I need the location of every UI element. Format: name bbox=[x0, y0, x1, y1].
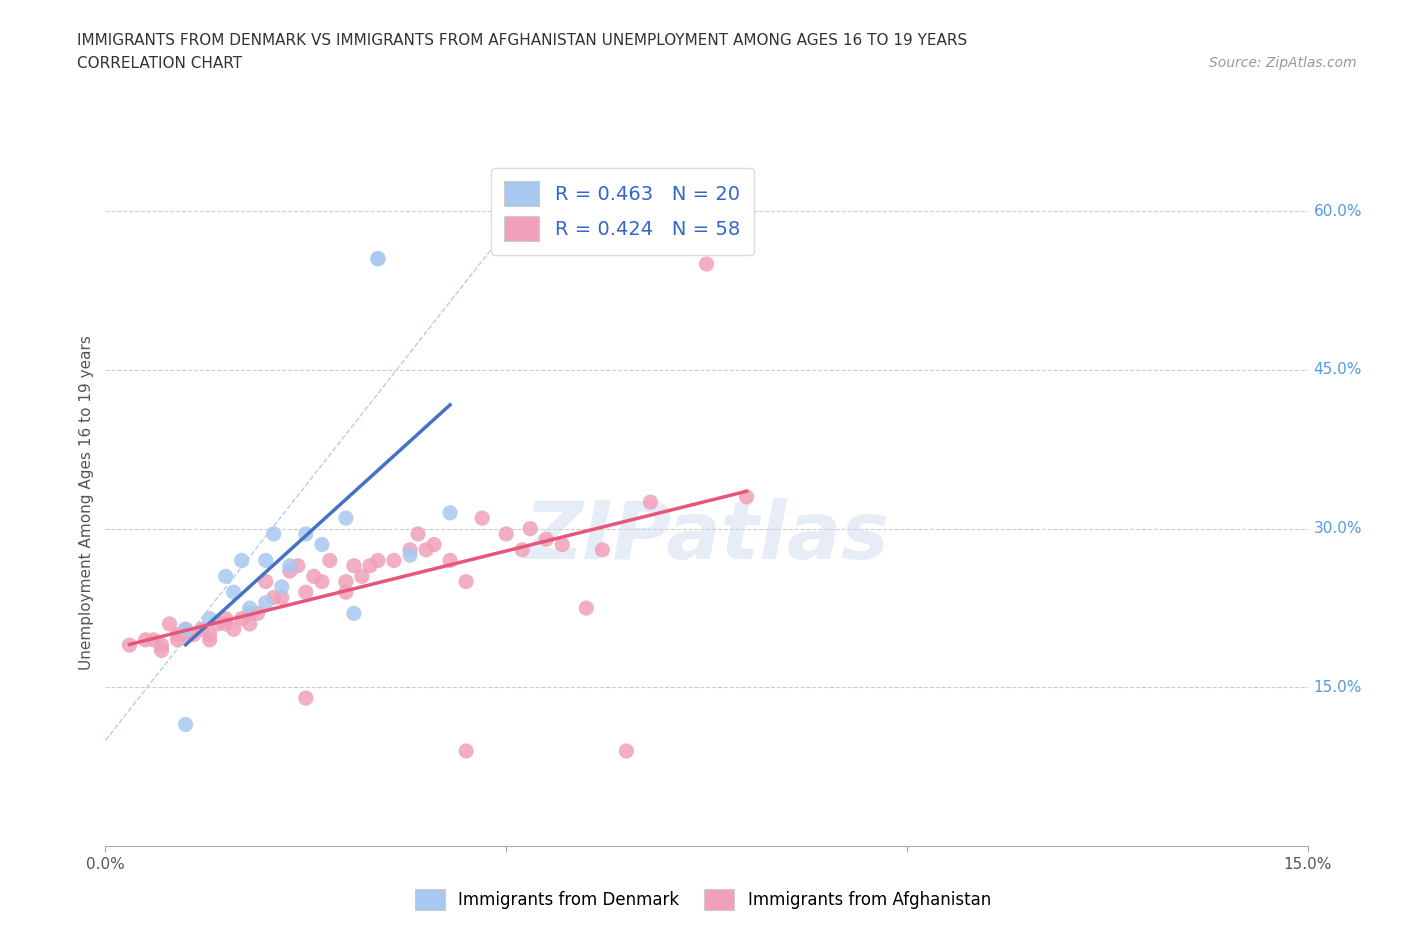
Point bbox=[254, 553, 277, 568]
Point bbox=[246, 606, 269, 621]
Point bbox=[319, 553, 342, 568]
Point bbox=[287, 558, 309, 573]
Point bbox=[159, 617, 181, 631]
Point bbox=[239, 601, 262, 616]
Text: 45.0%: 45.0% bbox=[1313, 363, 1362, 378]
Point bbox=[150, 638, 173, 653]
Point bbox=[231, 553, 253, 568]
Point bbox=[183, 627, 205, 642]
Point bbox=[454, 574, 477, 589]
Point bbox=[335, 574, 357, 589]
Point bbox=[263, 526, 285, 541]
Point bbox=[367, 251, 389, 266]
Point bbox=[295, 526, 318, 541]
Point bbox=[415, 542, 437, 557]
Y-axis label: Unemployment Among Ages 16 to 19 years: Unemployment Among Ages 16 to 19 years bbox=[79, 335, 94, 670]
Point bbox=[166, 627, 188, 642]
Point bbox=[222, 585, 245, 600]
Legend: Immigrants from Denmark, Immigrants from Afghanistan: Immigrants from Denmark, Immigrants from… bbox=[408, 883, 998, 917]
Point bbox=[278, 558, 301, 573]
Point bbox=[214, 617, 236, 631]
Point bbox=[311, 574, 333, 589]
Point bbox=[495, 526, 517, 541]
Point bbox=[335, 585, 357, 600]
Point bbox=[510, 542, 533, 557]
Point bbox=[591, 542, 613, 557]
Point bbox=[735, 489, 758, 504]
Point bbox=[278, 564, 301, 578]
Point bbox=[439, 505, 461, 520]
Text: IMMIGRANTS FROM DENMARK VS IMMIGRANTS FROM AFGHANISTAN UNEMPLOYMENT AMONG AGES 1: IMMIGRANTS FROM DENMARK VS IMMIGRANTS FR… bbox=[77, 33, 967, 47]
Point bbox=[551, 538, 574, 552]
Point bbox=[311, 538, 333, 552]
Point bbox=[214, 569, 236, 584]
Point bbox=[166, 632, 188, 647]
Point bbox=[350, 569, 373, 584]
Point bbox=[359, 558, 381, 573]
Point bbox=[174, 627, 197, 642]
Point bbox=[367, 251, 389, 266]
Point bbox=[616, 744, 638, 759]
Text: 30.0%: 30.0% bbox=[1313, 521, 1362, 537]
Point bbox=[142, 632, 165, 647]
Point bbox=[222, 622, 245, 637]
Point bbox=[198, 611, 221, 626]
Point bbox=[254, 574, 277, 589]
Point bbox=[118, 638, 141, 653]
Text: 15.0%: 15.0% bbox=[1313, 680, 1362, 695]
Text: CORRELATION CHART: CORRELATION CHART bbox=[77, 56, 242, 71]
Text: Source: ZipAtlas.com: Source: ZipAtlas.com bbox=[1209, 56, 1357, 70]
Point bbox=[640, 495, 662, 510]
Point bbox=[295, 585, 318, 600]
Point bbox=[335, 511, 357, 525]
Point bbox=[454, 744, 477, 759]
Point bbox=[302, 569, 325, 584]
Point bbox=[439, 553, 461, 568]
Point bbox=[198, 632, 221, 647]
Point bbox=[254, 595, 277, 610]
Point bbox=[471, 511, 494, 525]
Point bbox=[263, 590, 285, 604]
Point bbox=[174, 717, 197, 732]
Point bbox=[207, 617, 229, 631]
Point bbox=[239, 606, 262, 621]
Point bbox=[382, 553, 405, 568]
Point bbox=[575, 601, 598, 616]
Point bbox=[399, 542, 422, 557]
Point bbox=[399, 548, 422, 563]
Point bbox=[423, 538, 446, 552]
Text: ZIPatlas: ZIPatlas bbox=[524, 498, 889, 576]
Point bbox=[696, 257, 718, 272]
Point bbox=[534, 532, 557, 547]
Point bbox=[239, 617, 262, 631]
Point bbox=[343, 606, 366, 621]
Point bbox=[174, 622, 197, 637]
Point bbox=[343, 558, 366, 573]
Point bbox=[519, 521, 541, 536]
Point bbox=[270, 579, 292, 594]
Point bbox=[270, 590, 292, 604]
Point bbox=[214, 611, 236, 626]
Text: 60.0%: 60.0% bbox=[1313, 204, 1362, 219]
Point bbox=[174, 622, 197, 637]
Point bbox=[190, 622, 212, 637]
Point bbox=[406, 526, 429, 541]
Point bbox=[367, 553, 389, 568]
Point bbox=[295, 691, 318, 706]
Point bbox=[150, 643, 173, 658]
Legend: R = 0.463   N = 20, R = 0.424   N = 58: R = 0.463 N = 20, R = 0.424 N = 58 bbox=[491, 167, 754, 255]
Point bbox=[198, 627, 221, 642]
Point bbox=[135, 632, 157, 647]
Point bbox=[231, 611, 253, 626]
